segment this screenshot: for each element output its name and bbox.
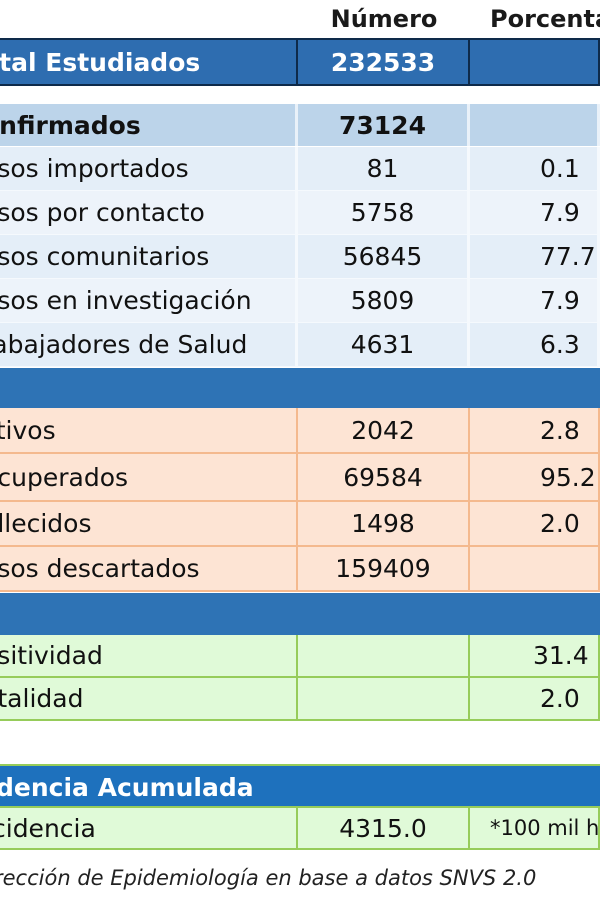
column-header-percent: Porcenta (490, 5, 600, 33)
confirmados-row: onfirmados 73124 (0, 104, 600, 146)
row-number: 5758 (298, 191, 470, 235)
row-percent: 2.8 (470, 408, 600, 454)
row-label: asos por contacto (0, 198, 205, 227)
table-row: asos en investigación 5809 7.9 (0, 279, 600, 323)
row-number: 4631 (298, 323, 470, 367)
row-label: allecidos (0, 509, 92, 538)
row-percent: 2.0 (470, 678, 600, 721)
table-row: asos por contacto 5758 7.9 (0, 191, 600, 235)
row-percent: 77.7 (470, 235, 600, 279)
incidence-title: dencia Acumulada (0, 772, 254, 802)
row-number: 81 (298, 147, 470, 191)
table-row: allecidos 1498 2.0 (0, 502, 600, 547)
row-number: 2042 (298, 408, 470, 454)
row-label: ctivos (0, 415, 56, 445)
row-label: asos en investigación (0, 286, 252, 315)
section-divider (0, 368, 600, 408)
row-label: etalidad (0, 684, 84, 713)
row-label: asos descartados (0, 554, 200, 583)
incidence-label: cidencia (0, 813, 96, 843)
source-footnote: rección de Epidemiología en base a datos… (0, 866, 537, 890)
confirmados-number: 73124 (298, 104, 470, 146)
confirmados-percent (470, 104, 600, 146)
table-row: rabajadores de Salud 4631 6.3 (0, 323, 600, 367)
row-percent: 31.4 (470, 635, 600, 678)
row-percent: 0.1 (470, 147, 600, 191)
total-number: 232533 (298, 40, 470, 84)
table-row: ositividad 31.4 (0, 635, 600, 678)
incidence-header: dencia Acumulada (0, 764, 600, 808)
row-number: 69584 (298, 454, 470, 502)
row-number: 5809 (298, 279, 470, 323)
row-label: asos comunitarios (0, 242, 210, 271)
table-row: asos comunitarios 56845 77.7 (0, 235, 600, 279)
row-label: asos importados (0, 154, 189, 183)
incidence-number: 4315.0 (298, 808, 470, 850)
row-percent: 7.9 (470, 279, 600, 323)
column-header-number: Número (330, 5, 438, 33)
table-row: asos importados 81 0.1 (0, 147, 600, 191)
row-percent: 2.0 (470, 502, 600, 547)
row-percent (470, 547, 600, 592)
row-percent: 6.3 (470, 323, 600, 367)
row-label: rabajadores de Salud (0, 330, 248, 359)
row-number: 56845 (298, 235, 470, 279)
row-number (298, 635, 470, 678)
row-percent: 95.2 (470, 454, 600, 502)
total-label: otal Estudiados (0, 47, 201, 77)
confirmados-label: onfirmados (0, 110, 141, 140)
row-label: ecuperados (0, 462, 129, 492)
total-percent (470, 40, 600, 84)
table-row: asos descartados 159409 (0, 547, 600, 592)
table-row: etalidad 2.0 (0, 678, 600, 721)
row-label: ositividad (0, 641, 103, 670)
row-number (298, 678, 470, 721)
incidence-row: cidencia 4315.0 *100 mil h (0, 806, 600, 850)
section-divider (0, 593, 600, 635)
total-row: otal Estudiados 232533 (0, 38, 600, 86)
row-number: 159409 (298, 547, 470, 592)
row-number: 1498 (298, 502, 470, 547)
row-percent: 7.9 (470, 191, 600, 235)
incidence-note: *100 mil h (470, 808, 600, 850)
table-row: ecuperados 69584 95.2 (0, 454, 600, 502)
table-row: ctivos 2042 2.8 (0, 408, 600, 454)
